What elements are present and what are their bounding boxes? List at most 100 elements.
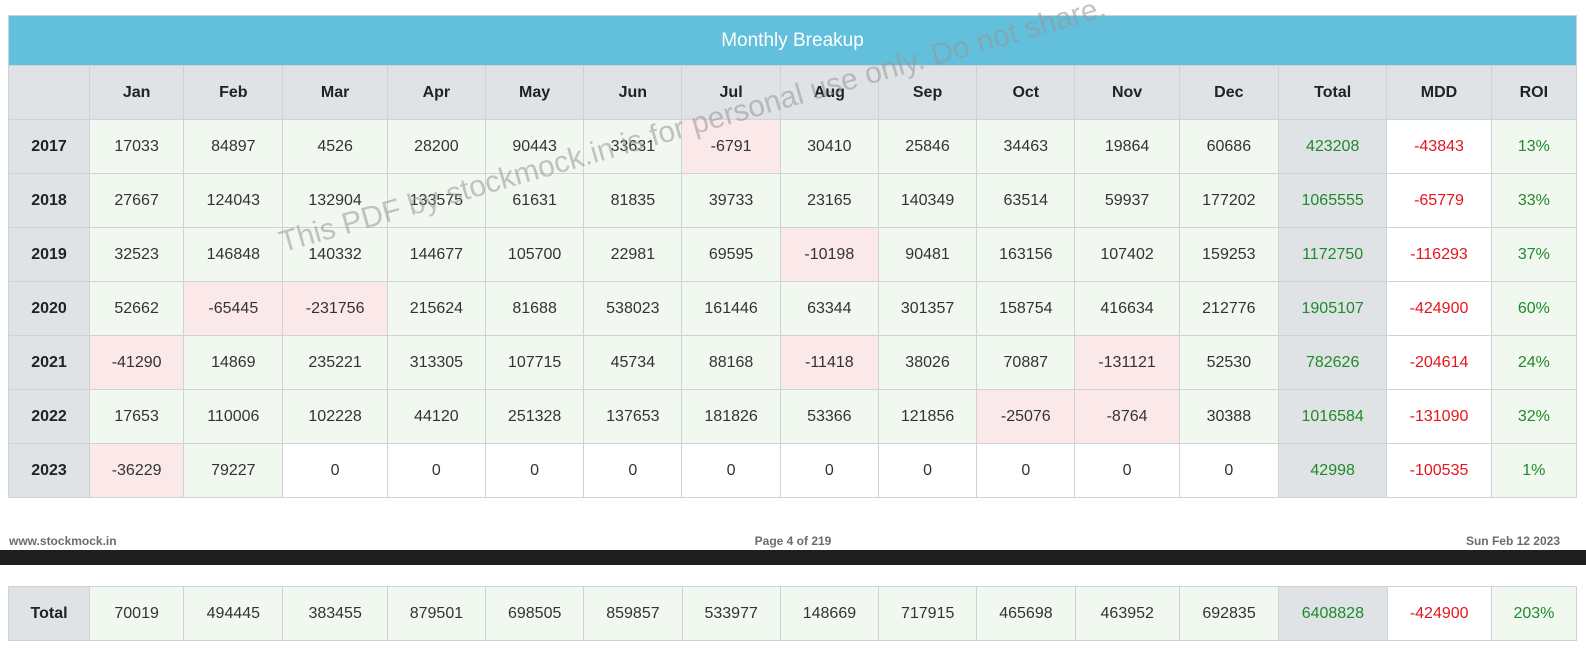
month-value-cell: 163156	[976, 227, 1076, 282]
month-value-cell: 88168	[681, 335, 781, 390]
row-roi: 13%	[1490, 119, 1578, 174]
month-value-cell: 215624	[386, 281, 487, 336]
row-year: 2017	[7, 119, 91, 174]
month-value-cell: 146848	[183, 227, 284, 282]
month-total-cell: 533977	[681, 586, 781, 641]
month-value-cell: 25846	[877, 119, 978, 174]
month-value-cell: 110006	[183, 389, 284, 444]
overall-mdd: -424900	[1386, 586, 1492, 641]
month-value-cell: 34463	[976, 119, 1076, 174]
table-row: 2017 17033 84897 4526 28200 90443 33631 -6791 30…	[7, 119, 1578, 174]
row-roi: 32%	[1490, 389, 1578, 444]
header-may: May	[484, 65, 585, 120]
row-year: 2022	[7, 389, 91, 444]
month-value-cell: 133575	[386, 173, 487, 228]
table-row: 2021 -41290 14869 235221 313305 107715 45734 88…	[7, 335, 1578, 390]
table-row: 2022 17653 110006 102228 44120 251328 137653 18…	[7, 389, 1578, 444]
row-mdd: -116293	[1386, 227, 1492, 282]
header-roi: ROI	[1490, 65, 1578, 120]
month-value-cell: 19864	[1074, 119, 1180, 174]
month-value-cell: 52530	[1178, 335, 1279, 390]
month-value-cell: -25076	[976, 389, 1076, 444]
month-value-cell: 107715	[484, 335, 585, 390]
header-feb: Feb	[183, 65, 284, 120]
total-row: Total 70019 494445 383455 879501 698505 859857…	[7, 586, 1578, 641]
page-divider	[0, 550, 1586, 565]
month-value-cell: 102228	[282, 389, 388, 444]
row-total: 1065555	[1277, 173, 1388, 228]
row-total: 42998	[1277, 443, 1388, 498]
header-mdd: MDD	[1386, 65, 1492, 120]
header-jan: Jan	[89, 65, 185, 120]
table-row: 2020 52662 -65445 -231756 215624 81688 538023 1…	[7, 281, 1578, 336]
header-jun: Jun	[583, 65, 683, 120]
month-value-cell: 17653	[89, 389, 185, 444]
month-total-cell: 879501	[386, 586, 487, 641]
month-value-cell: 81688	[484, 281, 585, 336]
month-value-cell: 61631	[484, 173, 585, 228]
month-value-cell: 159253	[1178, 227, 1279, 282]
month-value-cell: 177202	[1178, 173, 1279, 228]
total-label: Total	[7, 586, 91, 641]
month-value-cell: 105700	[484, 227, 585, 282]
month-value-cell: 0	[976, 443, 1076, 498]
month-value-cell: 70887	[976, 335, 1076, 390]
header-sep: Sep	[877, 65, 978, 120]
header-apr: Apr	[386, 65, 487, 120]
month-total-cell: 383455	[282, 586, 388, 641]
row-roi: 33%	[1490, 173, 1578, 228]
month-value-cell: 90443	[484, 119, 585, 174]
row-total: 1172750	[1277, 227, 1388, 282]
month-value-cell: 59937	[1074, 173, 1180, 228]
month-value-cell: 0	[484, 443, 585, 498]
month-total-cell: 463952	[1074, 586, 1180, 641]
header-total: Total	[1277, 65, 1388, 120]
month-value-cell: -65445	[183, 281, 284, 336]
month-value-cell: 38026	[877, 335, 978, 390]
month-value-cell: 144677	[386, 227, 487, 282]
month-value-cell: 69595	[681, 227, 781, 282]
footer-site: www.stockmock.in	[9, 534, 117, 548]
month-value-cell: 161446	[681, 281, 781, 336]
row-total: 1016584	[1277, 389, 1388, 444]
row-mdd: -100535	[1386, 443, 1492, 498]
row-year: 2020	[7, 281, 91, 336]
month-value-cell: 33631	[583, 119, 683, 174]
row-roi: 1%	[1490, 443, 1578, 498]
table-title: Monthly Breakup	[8, 15, 1577, 66]
month-value-cell: 235221	[282, 335, 388, 390]
month-value-cell: 17033	[89, 119, 185, 174]
month-value-cell: 124043	[183, 173, 284, 228]
month-value-cell: -131121	[1074, 335, 1180, 390]
header-oct: Oct	[976, 65, 1076, 120]
row-total: 423208	[1277, 119, 1388, 174]
month-value-cell: 39733	[681, 173, 781, 228]
month-value-cell: 158754	[976, 281, 1076, 336]
overall-roi: 203%	[1490, 586, 1578, 641]
month-value-cell: 313305	[386, 335, 487, 390]
month-total-cell: 859857	[583, 586, 683, 641]
month-value-cell: -41290	[89, 335, 185, 390]
month-value-cell: 63514	[976, 173, 1076, 228]
footer-date: Sun Feb 12 2023	[1465, 534, 1560, 548]
month-value-cell: 79227	[183, 443, 284, 498]
month-value-cell: 81835	[583, 173, 683, 228]
month-value-cell: 0	[386, 443, 487, 498]
header-nov: Nov	[1074, 65, 1180, 120]
monthly-breakup-table: Monthly Breakup Jan Feb Mar Apr May Jun Jul Aug…	[7, 15, 1578, 498]
row-year: 2019	[7, 227, 91, 282]
month-value-cell: 140332	[282, 227, 388, 282]
row-total: 1905107	[1277, 281, 1388, 336]
month-value-cell: 84897	[183, 119, 284, 174]
month-value-cell: 28200	[386, 119, 487, 174]
row-roi: 24%	[1490, 335, 1578, 390]
month-value-cell: 140349	[877, 173, 978, 228]
month-value-cell: 121856	[877, 389, 978, 444]
row-mdd: -204614	[1386, 335, 1492, 390]
header-mar: Mar	[282, 65, 388, 120]
month-value-cell: 0	[877, 443, 978, 498]
month-value-cell: 538023	[583, 281, 683, 336]
month-value-cell: 107402	[1074, 227, 1180, 282]
row-mdd: -131090	[1386, 389, 1492, 444]
month-total-cell: 465698	[976, 586, 1076, 641]
